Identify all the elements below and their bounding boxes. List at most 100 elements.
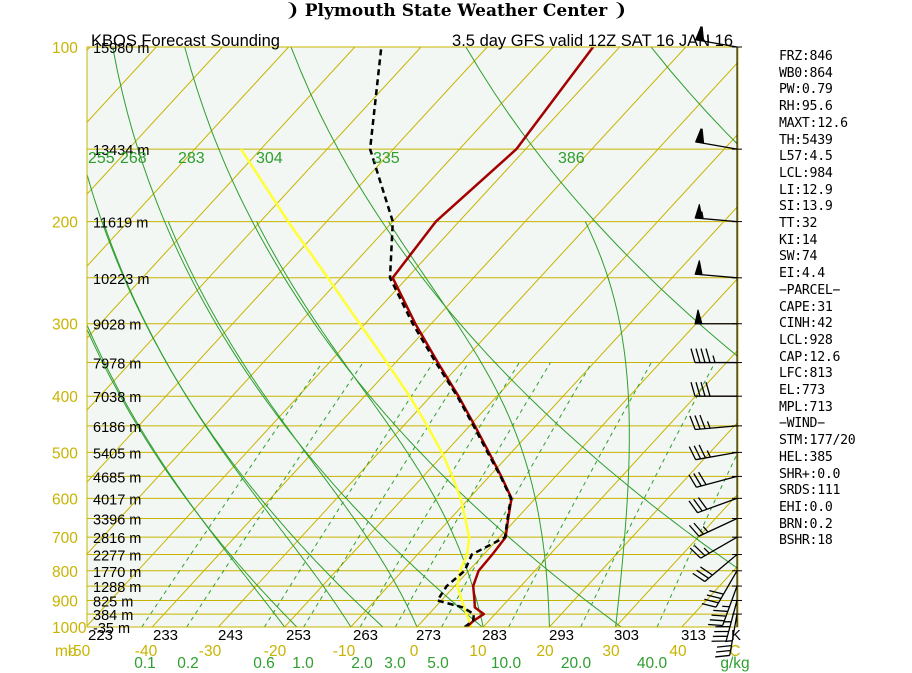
wind-barb bbox=[688, 471, 738, 488]
dry-adiabat bbox=[184, 47, 622, 627]
kelvin-tick: 263 bbox=[353, 627, 378, 644]
stat-line: STM:177/20 bbox=[779, 433, 856, 449]
mixing-ratio-tick: 1.0 bbox=[292, 655, 314, 672]
dewpoint-trace bbox=[368, 47, 513, 627]
height-label: 6186 m bbox=[93, 420, 141, 436]
celsius-tick: 30 bbox=[602, 643, 620, 660]
stat-line: LFC:813 bbox=[779, 366, 833, 382]
theta-label: 255 bbox=[88, 150, 115, 167]
theta-label: 268 bbox=[120, 150, 147, 167]
theta-label: 335 bbox=[373, 150, 400, 167]
celsius-tick: -30 bbox=[199, 643, 222, 660]
pressure-label: 900 bbox=[52, 593, 78, 610]
stat-line: −WIND− bbox=[779, 416, 825, 432]
pressure-label: 100 bbox=[52, 40, 78, 57]
mixing-ratio-line bbox=[263, 362, 434, 627]
stat-line: EI:4.4 bbox=[779, 266, 825, 282]
isotherm-line bbox=[87, 47, 356, 339]
kelvin-tick: 283 bbox=[482, 627, 507, 644]
wind-barb-lines bbox=[695, 128, 738, 150]
plot-frame bbox=[86, 46, 739, 628]
pressure-label: 200 bbox=[52, 215, 78, 232]
isotherm-line bbox=[218, 61, 738, 627]
height-label: 4685 m bbox=[93, 470, 141, 486]
mixing-ratio-tick: 5.0 bbox=[427, 655, 449, 672]
height-label: 2816 m bbox=[93, 531, 141, 547]
isotherm-line bbox=[87, 47, 422, 411]
kelvin-tick: 233 bbox=[153, 627, 178, 644]
stat-line: TT:32 bbox=[779, 216, 818, 232]
height-label: 11619 m bbox=[93, 216, 148, 232]
height-label: 7038 m bbox=[93, 390, 141, 406]
wind-barb-lines bbox=[688, 517, 738, 537]
wind-barb bbox=[688, 444, 738, 461]
dry-adiabat bbox=[87, 172, 384, 627]
stat-line: MPL:713 bbox=[779, 399, 833, 415]
wind-barb bbox=[688, 497, 738, 514]
stat-line: TH:5439 bbox=[779, 132, 833, 148]
wind-barb bbox=[694, 26, 738, 48]
stat-line: −PARCEL− bbox=[779, 282, 841, 298]
wind-barb bbox=[694, 309, 737, 325]
wind-barb-lines bbox=[688, 444, 738, 461]
wind-barb bbox=[701, 570, 738, 608]
height-label: 3396 m bbox=[93, 512, 141, 528]
mixing-ratio-tick: 3.0 bbox=[384, 655, 406, 672]
wind-barb-lines bbox=[692, 554, 738, 583]
dry-adiabat bbox=[87, 328, 298, 627]
stat-line: PW:0.79 bbox=[779, 82, 833, 98]
mixing-ratio-line bbox=[394, 362, 551, 627]
wind-barb-lines bbox=[690, 348, 737, 364]
theta-label: 283 bbox=[178, 150, 205, 167]
kelvin-tick: 293 bbox=[549, 627, 574, 644]
stat-line: CAP:12.6 bbox=[779, 349, 841, 365]
height-label: 2277 m bbox=[93, 549, 141, 565]
mixing-ratio-tick: g/kg bbox=[720, 655, 749, 672]
kelvin-tick: K bbox=[731, 627, 741, 644]
stat-line: HEL:385 bbox=[779, 449, 833, 465]
moist-adiabat bbox=[584, 221, 630, 627]
mixing-ratio-line bbox=[186, 362, 364, 627]
celsius-tick: -40 bbox=[135, 643, 158, 660]
celsius-tick: -20 bbox=[264, 643, 287, 660]
wind-barb bbox=[690, 382, 737, 397]
isotherm-line bbox=[87, 47, 289, 267]
page-header: ❩ Plymouth State Weather Center ❩ bbox=[0, 0, 912, 24]
isotherm-line bbox=[284, 133, 738, 627]
wind-barb bbox=[708, 585, 738, 627]
stat-line: LCL:928 bbox=[779, 332, 833, 348]
kelvin-tick: 253 bbox=[286, 627, 311, 644]
stat-line: CAPE:31 bbox=[779, 299, 833, 315]
stat-line: CINH:42 bbox=[779, 316, 833, 332]
mixing-ratio-line bbox=[141, 362, 323, 627]
right-flag-icon: ❩ bbox=[612, 0, 628, 21]
theta-label: 386 bbox=[558, 150, 585, 167]
moist-adiabat bbox=[167, 221, 418, 627]
wind-barb bbox=[692, 554, 738, 583]
height-label: -35 m bbox=[93, 621, 130, 637]
stat-line: FRZ:846 bbox=[779, 49, 833, 64]
stats-panel: FRZ:846 WB0:864 PW:0.79 RH:95.6 MAXT:12.6 TH:… bbox=[779, 49, 856, 550]
wind-barb-lines bbox=[695, 273, 738, 279]
celsius-tick: 20 bbox=[536, 643, 554, 660]
dry-adiabat bbox=[465, 47, 738, 358]
wind-barb bbox=[694, 128, 738, 150]
height-label: 1770 m bbox=[93, 565, 141, 581]
wind-barb bbox=[689, 414, 738, 431]
stat-line: BSHR:18 bbox=[779, 533, 833, 549]
wind-barb-lines bbox=[695, 26, 738, 48]
celsius-tick: 0 bbox=[410, 643, 419, 660]
wind-barb bbox=[694, 260, 738, 279]
isotherm-line bbox=[87, 47, 554, 555]
pressure-label: 500 bbox=[52, 445, 78, 462]
wind-barb-lines bbox=[690, 382, 737, 397]
wind-barb-lines bbox=[689, 536, 738, 559]
height-label: 13434 m bbox=[93, 143, 149, 159]
isotherm-line bbox=[87, 47, 488, 483]
wind-barb-lines bbox=[689, 414, 738, 431]
page-title: Plymouth State Weather Center bbox=[304, 1, 608, 21]
height-label: 7978 m bbox=[93, 357, 141, 373]
stat-line: WB0:864 bbox=[779, 65, 833, 81]
chart-title-left: KBOS Forecast Sounding bbox=[91, 32, 280, 50]
